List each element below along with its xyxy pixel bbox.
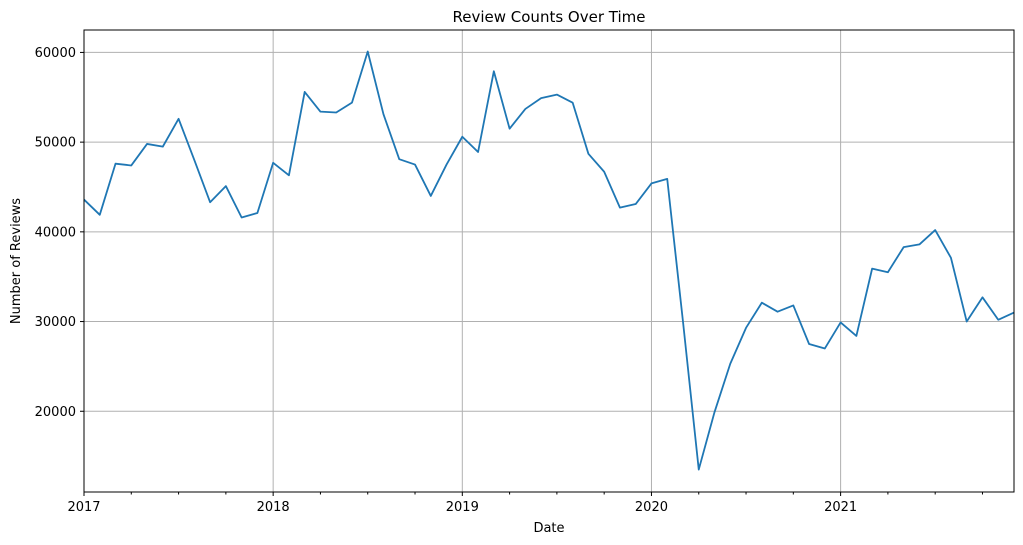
y-tick-label: 20000 xyxy=(35,405,76,420)
y-axis-label: Number of Reviews xyxy=(9,198,24,324)
x-tick-label: 2021 xyxy=(824,500,857,515)
x-tick-label: 2018 xyxy=(257,500,290,515)
x-tick-label: 2020 xyxy=(635,500,668,515)
y-axis-ticks: 20000 30000 40000 50000 60000 xyxy=(35,46,84,420)
y-tick-label: 40000 xyxy=(35,225,76,240)
x-tick-label: 2017 xyxy=(67,500,100,515)
x-tick-label: 2019 xyxy=(446,500,479,515)
x-axis-label: Date xyxy=(533,521,564,536)
y-tick-label: 50000 xyxy=(35,136,76,151)
x-axis-ticks: 2017 2018 2019 2020 2021 xyxy=(67,492,983,515)
plot-frame xyxy=(83,29,1015,493)
series-line xyxy=(83,50,1015,471)
y-tick-label: 30000 xyxy=(35,315,76,330)
chart-title: Review Counts Over Time xyxy=(453,8,646,26)
y-tick-label: 60000 xyxy=(35,46,76,61)
